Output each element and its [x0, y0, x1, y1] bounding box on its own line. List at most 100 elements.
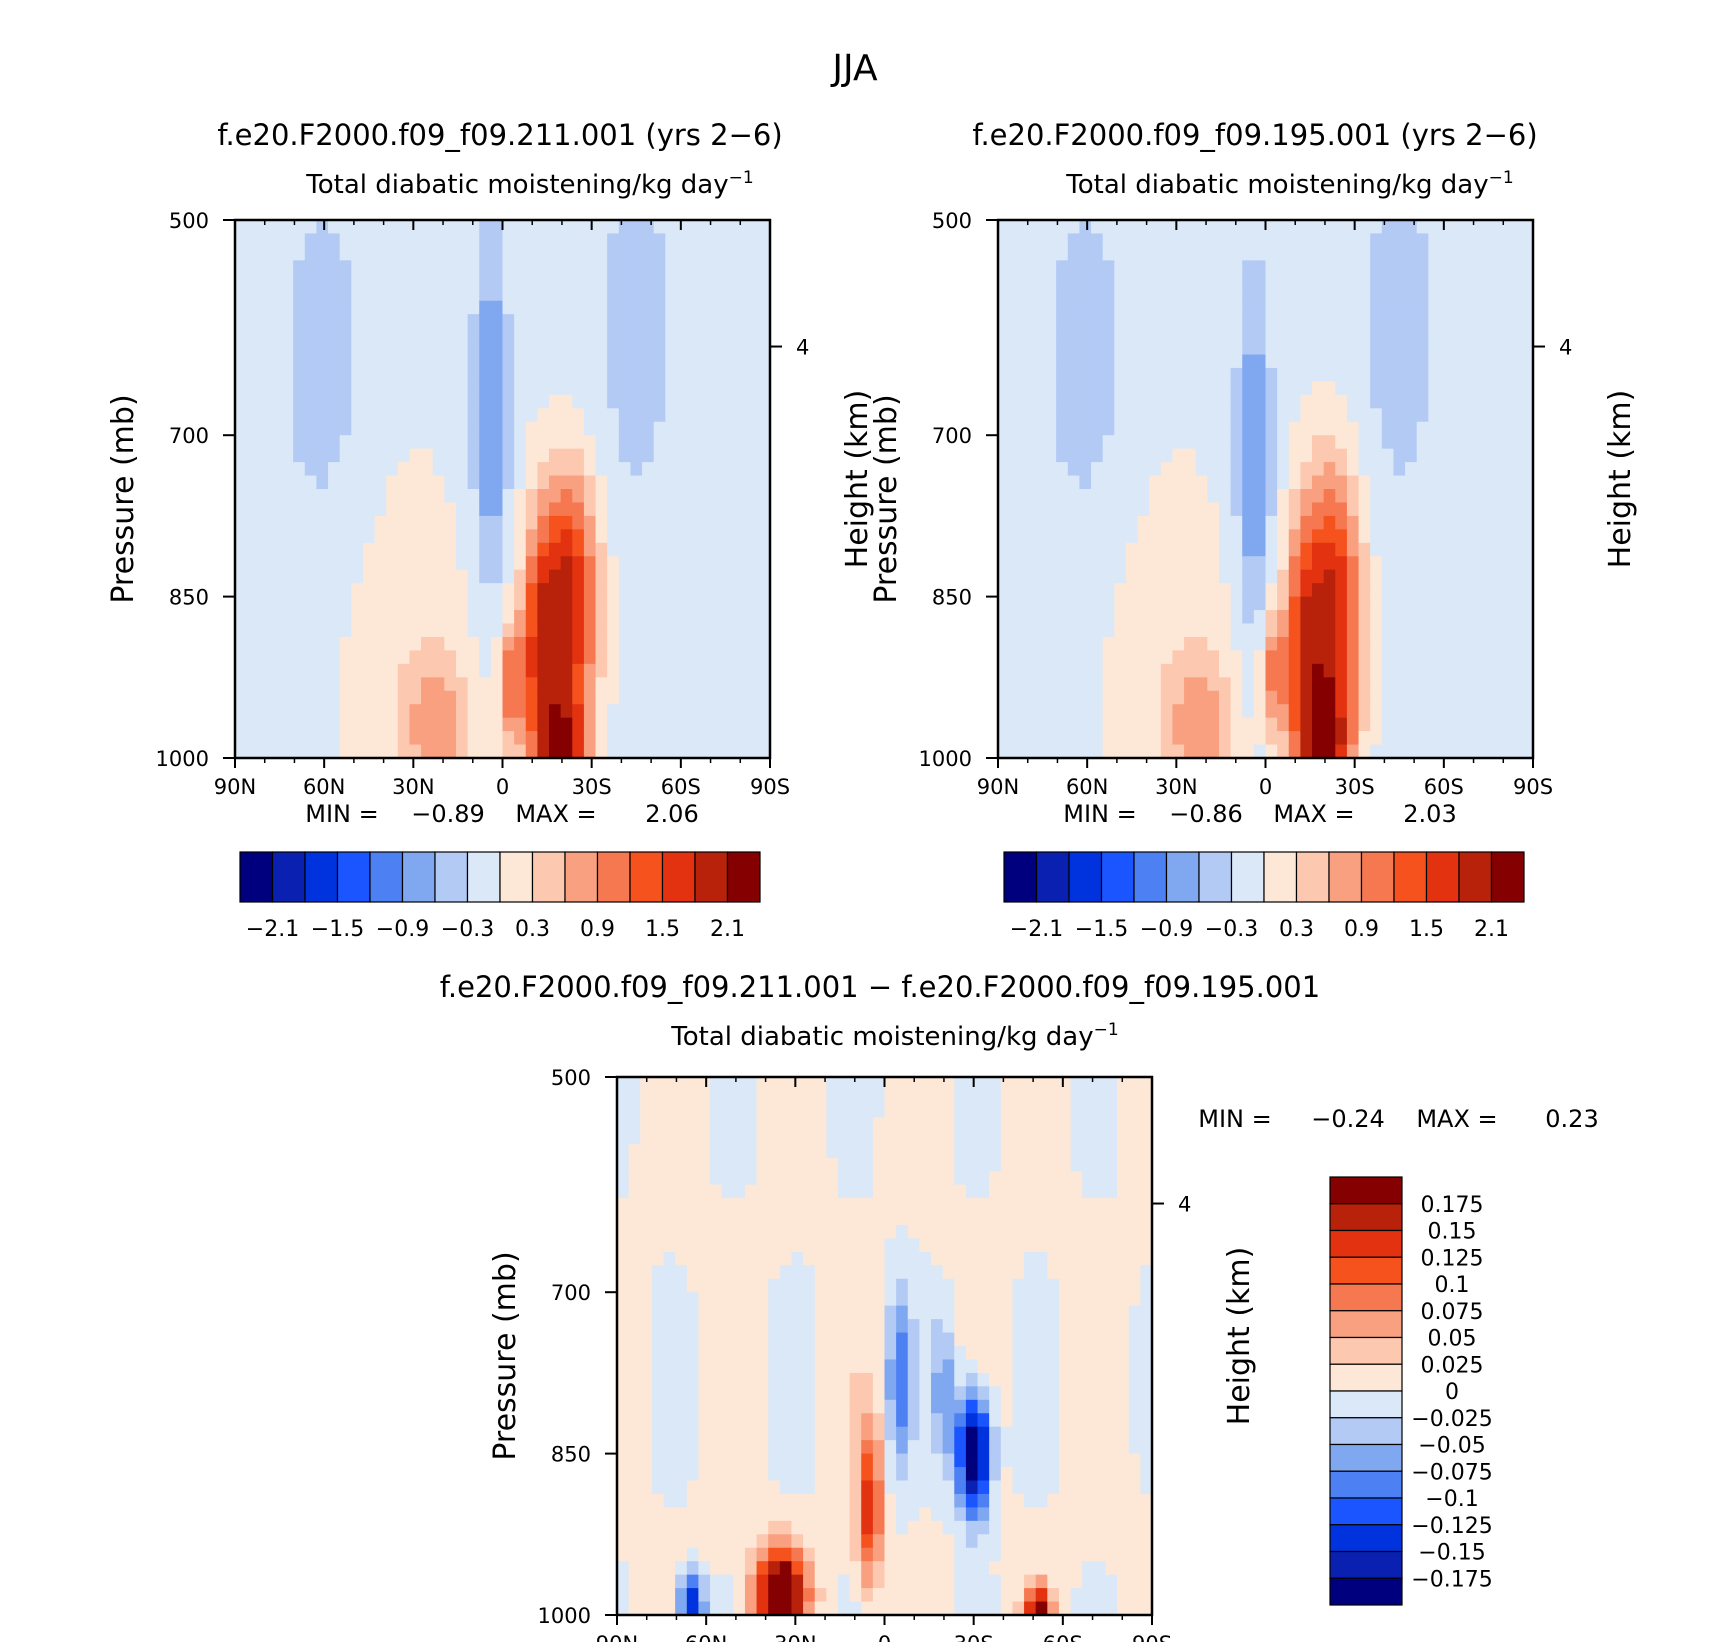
field-cell: [1428, 556, 1441, 571]
field-cell: [409, 542, 422, 557]
field-cell: [328, 233, 341, 248]
field-cell: [1335, 744, 1348, 759]
field-cell: [791, 1440, 804, 1455]
field-cell: [339, 220, 352, 235]
field-cell: [1439, 381, 1453, 396]
field-cell: [525, 421, 538, 436]
colorbar-swatch: [564, 851, 599, 903]
field-cell: [281, 475, 294, 490]
field-cell: [409, 462, 422, 477]
field-cell: [711, 287, 725, 302]
field-cell: [1265, 394, 1278, 409]
field-cell: [1149, 394, 1162, 409]
field-cell: [735, 556, 748, 571]
field-cell: [1370, 650, 1383, 665]
field-cell: [756, 1467, 769, 1482]
field-cell: [1102, 475, 1115, 490]
field-cell: [861, 1090, 874, 1105]
field-cell: [1474, 421, 1488, 436]
field-cell: [339, 636, 352, 651]
field-cell: [339, 529, 352, 544]
field-cell: [711, 744, 725, 759]
field-cell: [514, 435, 527, 450]
field-cell: [1358, 663, 1371, 678]
field-cell: [1102, 408, 1115, 423]
field-cell: [1428, 435, 1441, 450]
field-cell: [1184, 327, 1197, 342]
field-cell: [572, 677, 585, 692]
field-cell: [281, 623, 294, 638]
field-cell: [258, 569, 271, 584]
field-cell: [1195, 462, 1208, 477]
field-cell: [1137, 367, 1150, 382]
field-cell: [688, 273, 701, 288]
field-cell: [281, 731, 294, 746]
field-cell: [1125, 690, 1139, 705]
field-cell: [1393, 731, 1406, 746]
field-cell: [663, 1184, 676, 1199]
field-cell: [1346, 220, 1360, 235]
field-cell: [665, 246, 678, 261]
field-cell: [1242, 260, 1255, 275]
field-cell: [525, 448, 538, 463]
field-cell: [1184, 260, 1197, 275]
field-cell: [328, 220, 341, 235]
x-tick-label: 0: [1259, 775, 1272, 799]
field-cell: [490, 287, 504, 302]
field-cell: [1416, 246, 1429, 261]
field-cell: [514, 300, 527, 315]
field-cell: [651, 1157, 665, 1172]
field-cell: [1451, 731, 1464, 746]
field-cell: [1021, 394, 1034, 409]
colorbar-label: 1.5: [645, 917, 680, 942]
field-cell: [803, 1251, 816, 1266]
field-cell: [1091, 731, 1104, 746]
field-cell: [710, 1305, 723, 1320]
field-cell: [1358, 610, 1371, 625]
field-cell: [723, 327, 736, 342]
field-cell: [1486, 529, 1499, 544]
field-cell: [362, 677, 376, 692]
field-cell: [1370, 394, 1383, 409]
field-cell: [884, 1359, 897, 1374]
field-cell: [686, 1198, 700, 1213]
field-cell: [758, 421, 771, 436]
field-cell: [339, 300, 352, 315]
field-cell: [549, 556, 562, 571]
field-cell: [1009, 569, 1022, 584]
field-cell: [861, 1130, 874, 1145]
field-cell: [791, 1130, 804, 1145]
field-cell: [386, 489, 399, 504]
field-cell: [1021, 233, 1034, 248]
field-cell: [919, 1453, 932, 1468]
field-cell: [1439, 529, 1453, 544]
field-cell: [351, 650, 364, 665]
field-cell: [665, 677, 678, 692]
field-cell: [351, 663, 364, 678]
field-cell: [711, 650, 725, 665]
field-cell: [1474, 663, 1488, 678]
field-cell: [1393, 462, 1406, 477]
field-cell: [1288, 556, 1301, 571]
field-cell: [1102, 220, 1115, 235]
field-cell: [351, 475, 364, 490]
field-cell: [514, 314, 527, 329]
field-cell: [849, 1319, 862, 1334]
field-cell: [1265, 663, 1278, 678]
field-cell: [1428, 233, 1441, 248]
field-cell: [746, 489, 759, 504]
field-cell: [269, 314, 283, 329]
field-cell: [467, 220, 480, 235]
field-cell: [618, 341, 632, 356]
field-cell: [1021, 596, 1034, 611]
field-cell: [651, 1372, 665, 1387]
field-cell: [397, 287, 411, 302]
field-cell: [826, 1601, 839, 1616]
field-cell: [746, 273, 759, 288]
field-cell: [1207, 677, 1220, 692]
field-cell: [907, 1103, 920, 1118]
field-cell: [896, 1440, 909, 1455]
field-cell: [514, 489, 527, 504]
field-cell: [1312, 246, 1325, 261]
field-cell: [258, 690, 271, 705]
